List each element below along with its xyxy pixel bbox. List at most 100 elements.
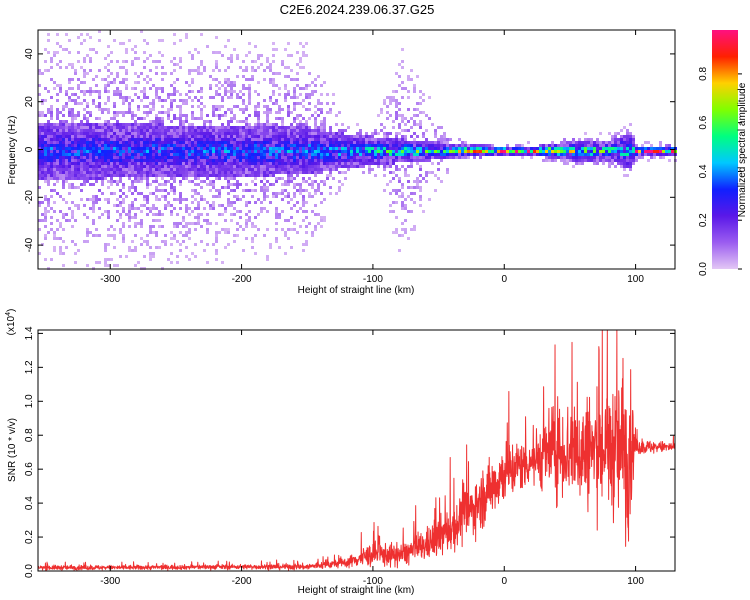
heatmap-cell [74,129,77,132]
heatmap-cell [170,60,173,63]
heatmap-cell [173,150,176,153]
heatmap-cell [86,240,89,243]
heatmap-cell [254,225,257,228]
heatmap-cell [89,150,92,153]
heatmap-cell [65,93,68,96]
heatmap-cell [332,132,335,135]
heatmap-cell [293,102,296,105]
heatmap-cell [86,156,89,159]
heatmap-cell [614,147,617,150]
heatmap-cell [158,87,161,90]
heatmap-cell [497,150,500,153]
heatmap-cell [89,90,92,93]
heatmap-cell [410,141,413,144]
heatmap-cell [116,120,119,123]
heatmap-cell [329,171,332,174]
heatmap-cell [317,189,320,192]
heatmap-cell [410,162,413,165]
heatmap-cell [377,153,380,156]
heatmap-cell [428,156,431,159]
heatmap-cell [407,108,410,111]
heatmap-cell [461,153,464,156]
heatmap-cell [308,135,311,138]
heatmap-cell [77,165,80,168]
heatmap-cell [443,135,446,138]
heatmap-cell [530,156,533,159]
heatmap-cell [122,156,125,159]
heatmap-cell [38,162,41,165]
heatmap-cell [644,141,647,144]
heatmap-cell [230,93,233,96]
heatmap-cell [566,156,569,159]
heatmap-cell [140,90,143,93]
heatmap-cell [413,123,416,126]
heatmap-cell [392,162,395,165]
heatmap-cell [275,111,278,114]
heatmap-cell [266,117,269,120]
heatmap-cell [329,168,332,171]
heatmap-cell [368,150,371,153]
heatmap-cell [143,123,146,126]
heatmap-cell [107,165,110,168]
heatmap-cell [329,174,332,177]
heatmap-cell [44,210,47,213]
heatmap-cell [140,138,143,141]
heatmap-cell [245,108,248,111]
heatmap-cell [380,129,383,132]
heatmap-cell [74,144,77,147]
heatmap-cell [614,135,617,138]
heatmap-cell [245,150,248,153]
heatmap-cell [74,261,77,264]
heatmap-cell [128,204,131,207]
heatmap-cell [146,147,149,150]
heatmap-cell [296,78,299,81]
heatmap-cell [470,153,473,156]
heatmap-cell [245,144,248,147]
heatmap-cell [236,105,239,108]
heatmap-cell [308,84,311,87]
heatmap-cell [248,135,251,138]
heatmap-cell [347,153,350,156]
heatmap-cell [38,84,41,87]
heatmap-cell [605,156,608,159]
heatmap-cell [125,126,128,129]
heatmap-cell [419,186,422,189]
heatmap-cell [227,171,230,174]
heatmap-cell [527,147,530,150]
heatmap-cell [164,132,167,135]
heatmap-cell [392,138,395,141]
heatmap-cell [392,147,395,150]
heatmap-cell [275,123,278,126]
heatmap-cell [200,180,203,183]
heatmap-cell [152,219,155,222]
heatmap-cell [143,150,146,153]
heatmap-cell [413,114,416,117]
heatmap-cell [65,129,68,132]
heatmap-cell [158,147,161,150]
heatmap-cell [356,138,359,141]
heatmap-cell [233,90,236,93]
heatmap-cell [155,120,158,123]
heatmap-cell [248,153,251,156]
heatmap-cell [125,144,128,147]
heatmap-cell [383,189,386,192]
heatmap-cell [107,111,110,114]
heatmap-cell [227,174,230,177]
snr-panel: -300 -200 -100 0 1000.00.20.40.60.81.01.21.4… [5,309,676,596]
heatmap-cell [218,135,221,138]
heatmap-cell [323,150,326,153]
heatmap-cell [404,123,407,126]
heatmap-cell [305,168,308,171]
heatmap-cell [251,126,254,129]
heatmap-cell [350,135,353,138]
heatmap-cell [398,108,401,111]
heatmap-cell [128,156,131,159]
heatmap-cell [344,171,347,174]
heatmap-cell [62,147,65,150]
heatmap-cell [374,150,377,153]
heatmap-cell [290,111,293,114]
heatmap-cell [68,123,71,126]
heatmap-cell [86,126,89,129]
